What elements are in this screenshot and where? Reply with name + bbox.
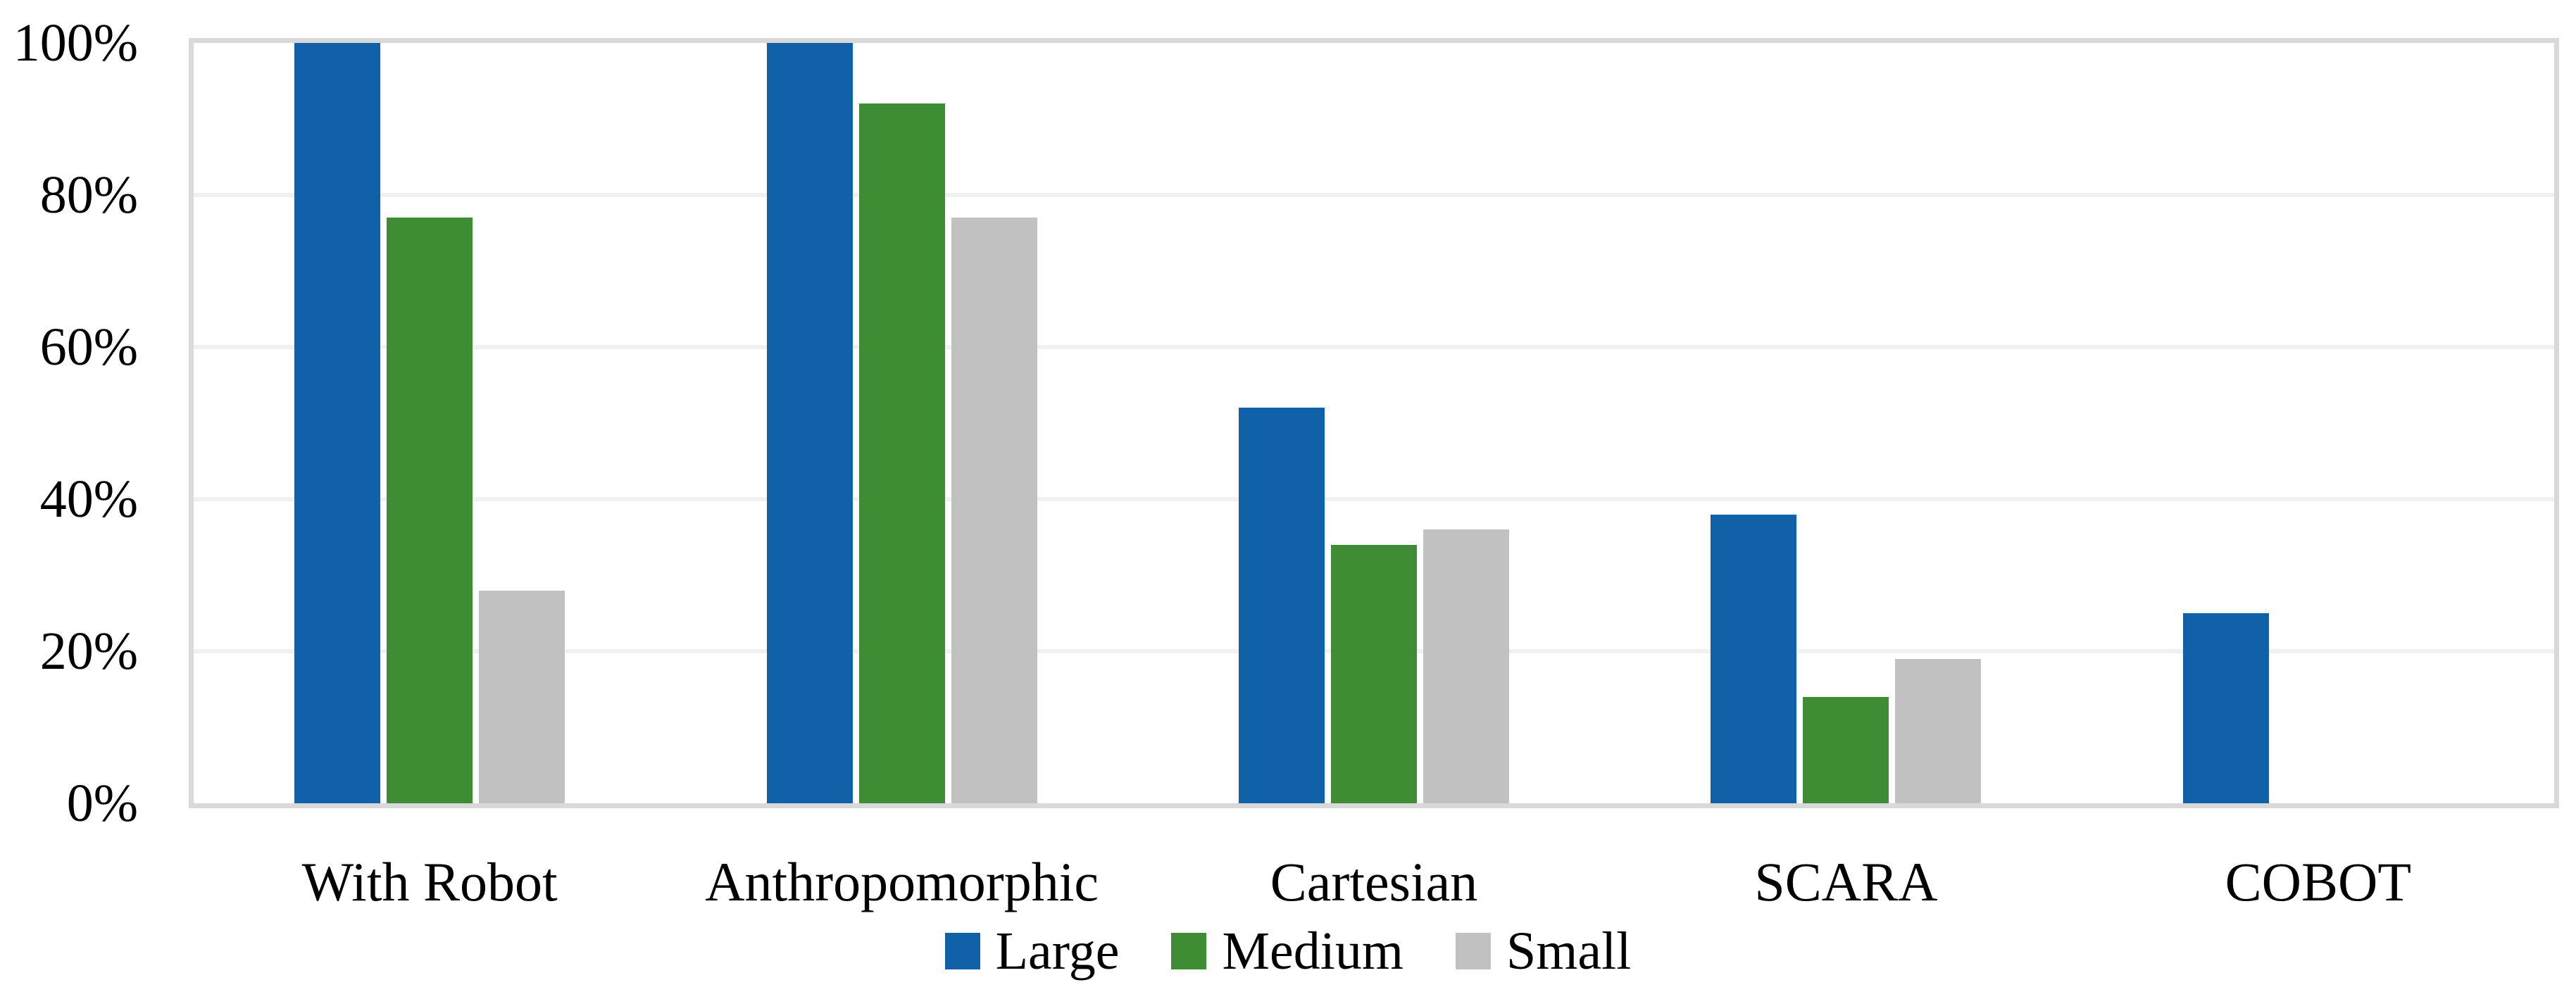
bar-small-scara xyxy=(1895,658,1982,803)
bar-large-with-robot xyxy=(294,43,381,803)
y-tick-label-100: 100% xyxy=(13,13,138,73)
y-tick-label-0: 0% xyxy=(66,774,138,833)
bar-groups xyxy=(194,43,2554,803)
bar-group-cartesian xyxy=(1138,43,1610,803)
legend-item-large: Large xyxy=(944,922,1120,981)
bar-group-with-robot xyxy=(194,43,665,803)
bar-group-scara xyxy=(1610,43,2082,803)
legend-swatch-large xyxy=(944,933,980,969)
bar-large-scara xyxy=(1711,514,1797,803)
x-tick-label-cobot: COBOT xyxy=(2225,851,2411,912)
legend-label-small: Small xyxy=(1506,922,1632,981)
legend-item-medium: Medium xyxy=(1171,924,1403,979)
bar-group-anthropomorphic xyxy=(665,43,1137,803)
gridline-40 xyxy=(194,497,2554,501)
bar-medium-cartesian xyxy=(1331,544,1418,803)
x-tick-label-cartesian: Cartesian xyxy=(1270,851,1478,912)
y-tick-label-60: 60% xyxy=(39,318,138,377)
bar-small-with-robot xyxy=(479,590,565,803)
gridline-80 xyxy=(194,193,2554,197)
bar-medium-scara xyxy=(1803,696,1889,803)
x-tick-label-scara: SCARA xyxy=(1754,851,1938,912)
y-tick-label-80: 80% xyxy=(39,165,138,225)
gridline-60 xyxy=(194,345,2554,349)
y-tick-label-20: 20% xyxy=(39,622,138,681)
bar-medium-anthropomorphic xyxy=(858,103,945,803)
legend-swatch-small xyxy=(1456,933,1491,969)
bar-small-cartesian xyxy=(1423,529,1510,803)
legend-item-small: Small xyxy=(1456,924,1631,979)
plot-area xyxy=(189,38,2559,808)
y-tick-label-40: 40% xyxy=(39,470,138,529)
bar-medium-with-robot xyxy=(387,218,473,803)
legend: Large Medium Small xyxy=(0,924,2576,979)
legend-label-large: Large xyxy=(995,922,1120,981)
bar-large-anthropomorphic xyxy=(766,43,853,803)
bar-group-cobot xyxy=(2082,43,2554,803)
legend-swatch-medium xyxy=(1171,933,1207,969)
x-tick-label-with-robot: With Robot xyxy=(301,851,558,912)
legend-label-medium: Medium xyxy=(1222,922,1403,981)
bar-large-cobot xyxy=(2182,613,2269,803)
bar-large-cartesian xyxy=(1239,408,1325,803)
x-tick-label-anthropomorphic: Anthropomorphic xyxy=(705,851,1099,912)
bar-small-anthropomorphic xyxy=(951,218,1037,803)
